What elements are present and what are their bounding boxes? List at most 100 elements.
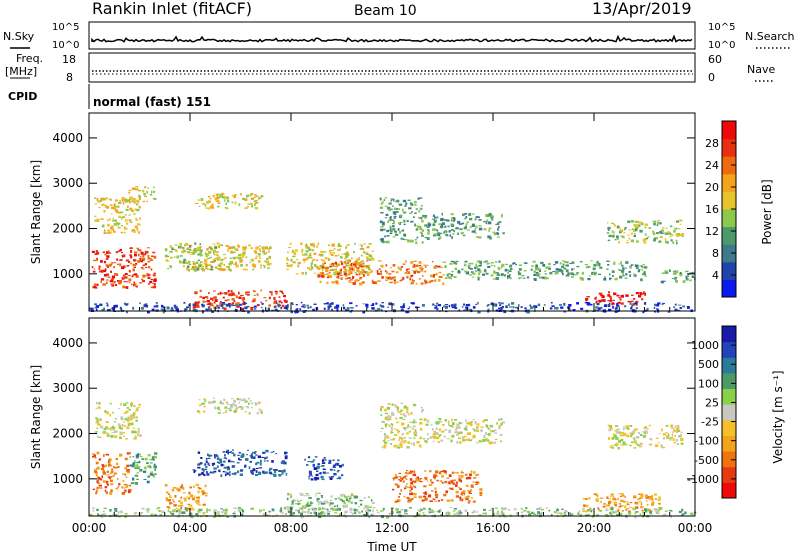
- data-cell: [290, 259, 293, 262]
- data-cell: [664, 240, 668, 244]
- data-cell: [467, 265, 471, 267]
- data-cell: [144, 263, 148, 266]
- data-cell: [268, 469, 271, 472]
- data-cell: [141, 268, 145, 270]
- data-cell: [421, 275, 424, 277]
- data-cell: [545, 277, 549, 280]
- data-cell: [336, 504, 339, 508]
- data-cell: [370, 499, 373, 502]
- data-cell: [192, 249, 196, 253]
- data-cell: [150, 278, 153, 281]
- data-cell: [462, 490, 466, 493]
- data-cell: [221, 303, 225, 305]
- data-cell: [117, 226, 121, 229]
- data-cell: [329, 468, 333, 471]
- data-cell: [185, 262, 188, 265]
- data-cell: [239, 406, 243, 408]
- data-cell: [385, 264, 388, 267]
- data-cell: [409, 507, 412, 509]
- data-cell: [175, 510, 178, 513]
- data-cell: [665, 435, 669, 439]
- data-cell: [651, 498, 654, 501]
- data-cell: [127, 424, 131, 426]
- data-cell: [407, 268, 410, 270]
- data-cell: [130, 262, 132, 265]
- data-cell: [309, 269, 312, 271]
- data-cell: [355, 509, 359, 511]
- data-cell: [136, 208, 140, 212]
- data-cell: [273, 301, 276, 305]
- data-cell: [171, 248, 175, 250]
- data-cell: [147, 310, 150, 314]
- data-cell: [102, 283, 106, 286]
- data-cell: [457, 220, 461, 224]
- data-cell: [462, 234, 466, 237]
- data-cell: [621, 495, 625, 497]
- data-cell: [431, 509, 433, 511]
- data-cell: [227, 249, 229, 252]
- data-cell: [194, 252, 196, 254]
- data-cell: [274, 305, 277, 307]
- data-cell: [112, 217, 115, 220]
- data-cell: [116, 263, 120, 265]
- data-cell: [121, 427, 123, 429]
- data-cell: [150, 268, 153, 271]
- data-cell: [216, 251, 219, 253]
- data-cell: [217, 193, 221, 195]
- data-cell: [206, 471, 208, 474]
- data-cell: [258, 260, 261, 263]
- data-cell: [423, 418, 427, 422]
- data-cell: [214, 299, 218, 302]
- data-cell: [115, 251, 119, 254]
- data-cell: [388, 219, 391, 222]
- data-cell: [122, 480, 125, 482]
- data-cell: [617, 508, 620, 511]
- data-cell: [618, 503, 622, 505]
- data-cell: [258, 247, 261, 250]
- data-cell: [167, 507, 171, 509]
- data-cell: [225, 245, 229, 247]
- data-cell: [227, 450, 229, 453]
- data-cell: [345, 262, 348, 264]
- data-cell: [133, 430, 137, 434]
- data-cell: [281, 471, 284, 475]
- data-cell: [225, 451, 228, 453]
- data-cell: [336, 462, 340, 466]
- data-cell: [439, 508, 442, 511]
- data-cell: [294, 499, 297, 502]
- data-cell: [309, 472, 312, 476]
- data-cell: [153, 186, 155, 188]
- data-cell: [207, 200, 211, 203]
- data-cell: [250, 197, 254, 200]
- data-cell: [484, 512, 487, 515]
- data-cell: [97, 513, 99, 516]
- data-cell: [327, 308, 330, 310]
- data-cell: [396, 421, 400, 424]
- data-cell: [256, 403, 260, 405]
- data-cell: [390, 229, 393, 233]
- data-cell: [233, 399, 236, 403]
- data-cell: [529, 304, 532, 307]
- data-cell: [643, 435, 646, 437]
- data-cell: [658, 231, 663, 234]
- data-cell: [267, 264, 271, 266]
- data-cell: [419, 508, 422, 510]
- data-cell: [239, 259, 243, 263]
- data-cell: [650, 438, 653, 441]
- data-cell: [96, 508, 99, 512]
- data-cell: [561, 265, 565, 268]
- data-cell: [400, 414, 404, 415]
- data-cell: [232, 251, 236, 254]
- data-cell: [305, 250, 309, 253]
- data-cell: [635, 292, 639, 295]
- data-cell: [444, 419, 447, 422]
- data-cell: [161, 308, 165, 312]
- data-cell: [118, 483, 121, 486]
- data-cell: [239, 510, 241, 513]
- data-cell: [460, 493, 463, 495]
- data-cell: [297, 500, 300, 503]
- data-cell: [432, 275, 435, 278]
- data-cell: [329, 477, 333, 480]
- data-cell: [142, 257, 146, 261]
- data-cell: [328, 476, 332, 478]
